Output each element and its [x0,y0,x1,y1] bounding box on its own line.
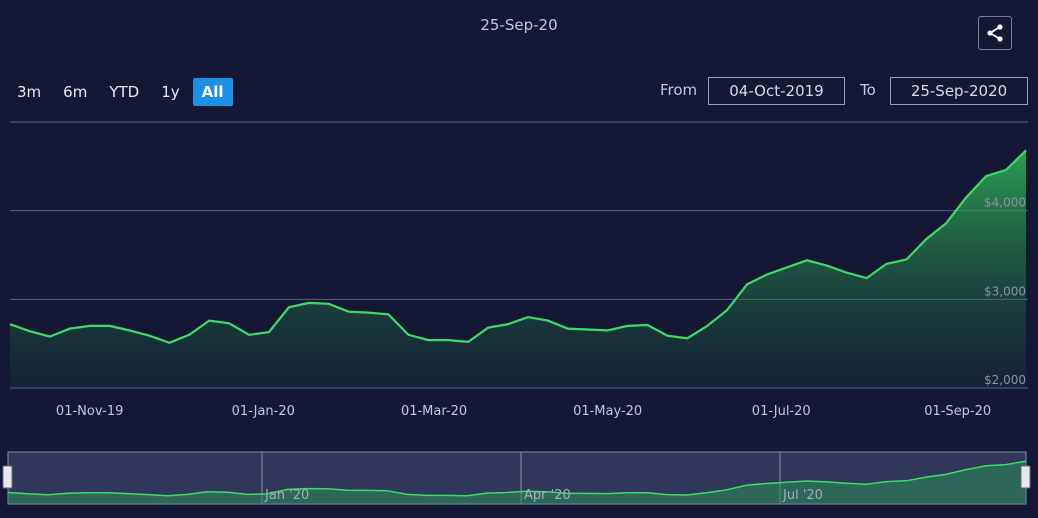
navigator-line [7,460,1027,497]
to-label: To [860,81,876,99]
range-button-3m[interactable]: 3m [17,83,42,101]
range-button-6m[interactable]: 6m [63,83,88,101]
share-icon [987,24,1003,42]
range-button-ytd[interactable]: YTD [109,83,140,101]
price-line [9,149,1027,344]
from-label: From [660,81,698,99]
navigator[interactable]: Jan '20 Apr '20 Jul '20 [0,448,1038,508]
x-tick-label: 01-Mar-20 [401,404,467,419]
share-button[interactable] [978,16,1012,50]
y-tick-label: $3,000 [984,284,1026,298]
x-tick-label: 01-Jul-20 [752,404,811,419]
y-tick-label: $4,000 [984,196,1026,210]
navigator-label-jul: Jul '20 [782,488,823,503]
price-chart: $2,000 $3,000 $4,000 01-Nov-19 01-Jan-20 01-… [9,121,1028,419]
x-tick-label: 01-Jan-20 [232,404,295,419]
y-tick-label: $2,000 [984,373,1026,387]
range-button-1y[interactable]: 1y [161,83,180,101]
navigator-label-jan: Jan '20 [264,488,309,503]
price-area [10,150,1026,388]
range-button-all[interactable]: All [192,78,233,106]
navigator-right-handle[interactable] [1020,465,1031,489]
navigator-label-apr: Apr '20 [524,488,571,503]
navigator-left-handle[interactable] [2,465,13,489]
x-tick-label: 01-Sep-20 [924,404,991,419]
x-tick-label: 01-Nov-19 [56,404,124,419]
to-date-input[interactable] [890,77,1028,105]
navigator-area [8,461,1026,504]
from-date-input[interactable] [708,77,845,105]
range-selector: 3m 6m YTD 1y All [8,78,237,106]
current-date-label: 25-Sep-20 [480,16,558,34]
x-tick-label: 01-May-20 [573,404,642,419]
